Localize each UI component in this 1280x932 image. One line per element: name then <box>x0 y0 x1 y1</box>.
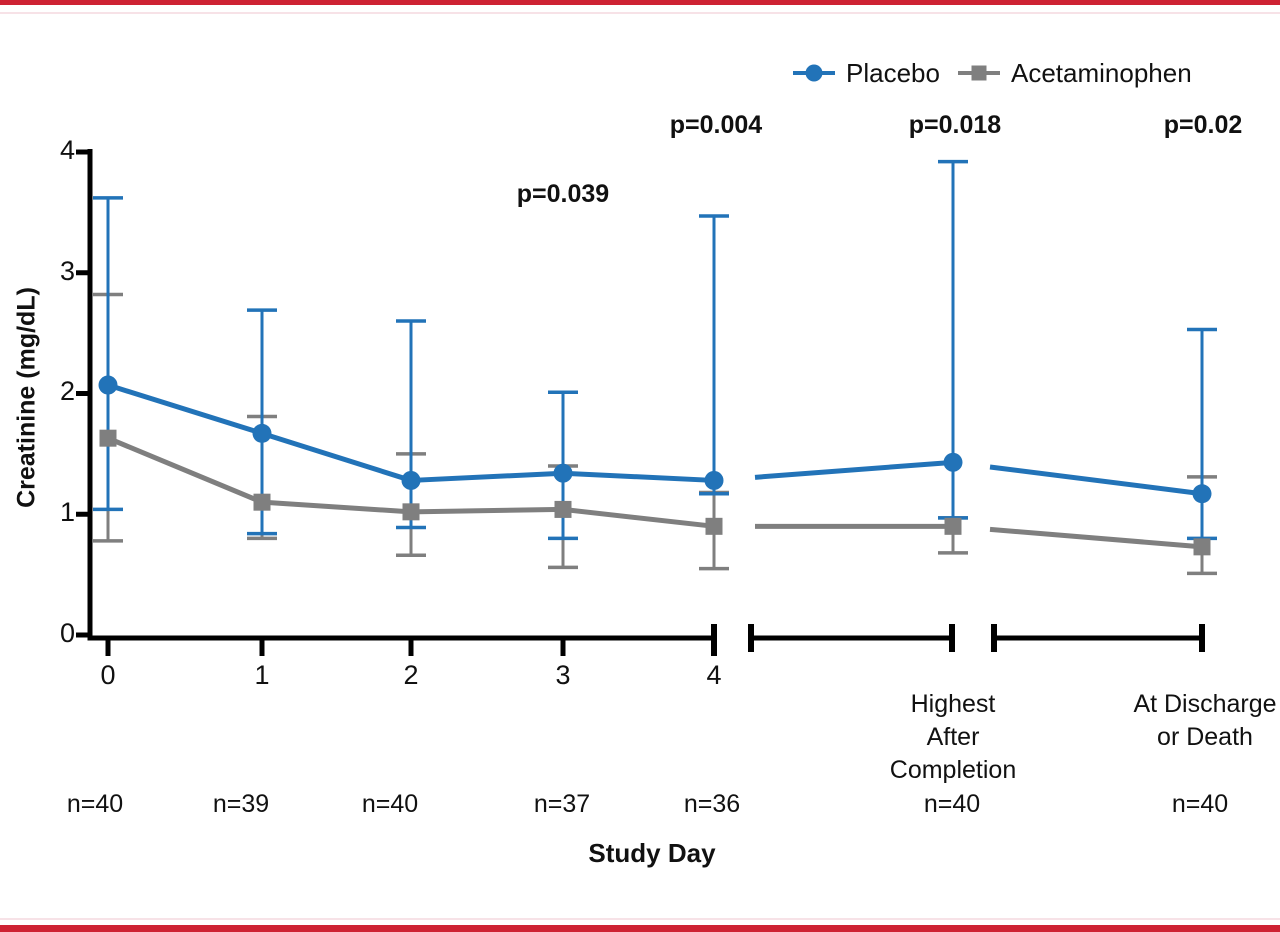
placebo-legend-marker-icon <box>793 64 835 82</box>
p-value-discharge: p=0.02 <box>1163 111 1243 139</box>
n-label-day2: n=40 <box>361 790 419 818</box>
top-accent-bar <box>0 0 1280 5</box>
placebo-marker <box>98 375 118 395</box>
acetaminophen-legend-marker-icon <box>958 65 1000 81</box>
n-label-highest: n=40 <box>923 790 981 818</box>
y-tick-label-1: 1 <box>59 497 75 527</box>
p-value-day3: p=0.039 <box>516 180 610 208</box>
bottom-accent-bar <box>0 925 1280 932</box>
x-tick-label-1: 1 <box>254 660 270 690</box>
y-tick-label-0: 0 <box>59 618 75 648</box>
acetaminophen-marker <box>554 500 572 518</box>
y-tick-label-2: 2 <box>59 376 75 406</box>
x-tick-label-3: 3 <box>555 660 571 690</box>
n-label-discharge: n=40 <box>1171 790 1229 818</box>
n-label-day1: n=39 <box>212 790 270 818</box>
placebo-marker <box>704 470 724 490</box>
acetaminophen-marker <box>99 429 117 447</box>
acetaminophen-line-segment <box>989 526 1203 550</box>
acetaminophen-marker <box>944 517 962 535</box>
n-label-day4: n=36 <box>683 790 741 818</box>
placebo-line-segment <box>989 464 1203 497</box>
legend-item-placebo: Placebo <box>793 58 940 88</box>
placebo-marker <box>1192 484 1212 504</box>
n-label-day0: n=40 <box>66 790 124 818</box>
bottom-divider-line <box>0 918 1280 920</box>
placebo-marker <box>252 423 272 443</box>
legend-label-acetaminophen: Acetaminophen <box>1011 57 1192 88</box>
p-value-highest: p=0.018 <box>908 111 1002 139</box>
y-tick-label-3: 3 <box>59 256 75 286</box>
x-tick-label-0: 0 <box>100 660 116 690</box>
x-category-highest: Highest After Completion <box>889 690 1017 784</box>
legend-item-acetaminophen: Acetaminophen <box>958 58 1192 88</box>
placebo-marker <box>401 470 421 490</box>
x-category-discharge: At Discharge or Death <box>1133 690 1277 751</box>
acetaminophen-marker <box>253 493 271 511</box>
acetaminophen-marker <box>402 503 420 521</box>
placebo-marker <box>553 463 573 483</box>
acetaminophen-marker <box>705 517 723 535</box>
x-axis-title: Study Day <box>588 838 716 868</box>
y-tick-label-4: 4 <box>59 135 75 165</box>
legend-label-placebo: Placebo <box>846 57 940 88</box>
top-divider-line <box>0 12 1280 14</box>
x-tick-label-2: 2 <box>403 660 419 690</box>
n-label-day3: n=37 <box>533 790 591 818</box>
placebo-line-segment <box>754 459 954 480</box>
placebo-marker <box>943 452 963 472</box>
p-value-day4: p=0.004 <box>669 111 763 139</box>
acetaminophen-marker <box>1193 538 1211 556</box>
x-tick-label-4: 4 <box>706 660 722 690</box>
